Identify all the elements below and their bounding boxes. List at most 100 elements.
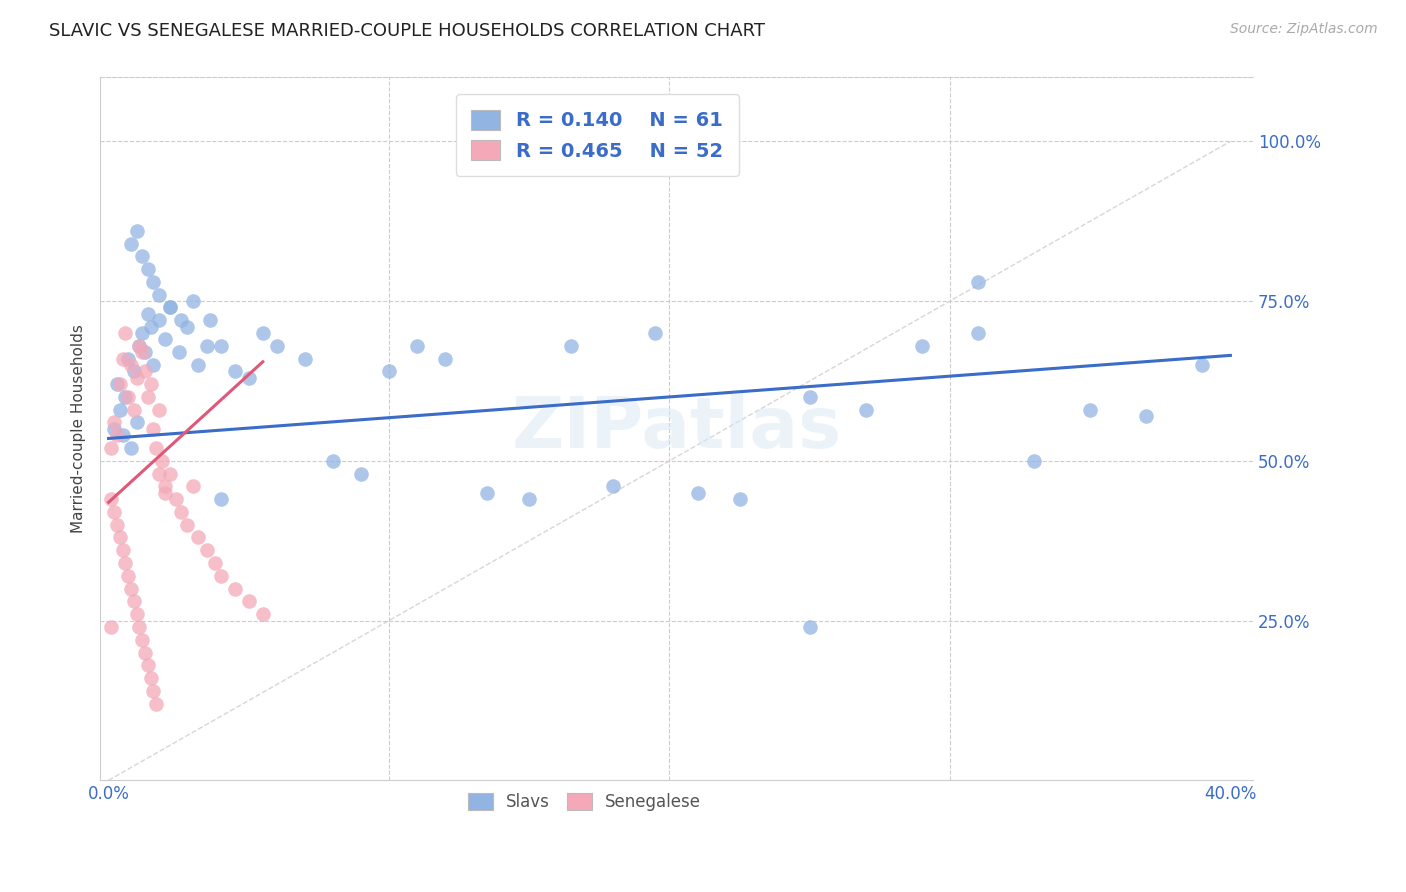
Point [181,479,204,493]
Point [799,390,821,404]
Point [475,485,498,500]
Point [131,249,153,263]
Point [799,620,821,634]
Point [131,345,153,359]
Point [145,697,167,711]
Point [855,402,877,417]
Point [181,294,204,309]
Point [117,390,139,404]
Point [187,358,209,372]
Point [136,307,159,321]
Point [159,301,181,315]
Point [100,441,122,455]
Point [131,632,153,647]
Point [150,454,173,468]
Point [170,313,193,327]
Point [238,370,260,384]
Point [148,402,170,417]
Point [148,467,170,481]
Point [111,428,134,442]
Point [322,454,344,468]
Point [134,345,156,359]
Point [176,319,198,334]
Point [165,492,187,507]
Text: ZIPatlas: ZIPatlas [512,394,842,463]
Point [406,339,429,353]
Point [686,485,709,500]
Point [103,422,125,436]
Point [114,326,136,340]
Point [176,517,198,532]
Point [108,377,131,392]
Point [209,339,232,353]
Point [128,339,150,353]
Point [142,683,165,698]
Point [108,402,131,417]
Point [128,620,150,634]
Text: Source: ZipAtlas.com: Source: ZipAtlas.com [1230,22,1378,37]
Point [1135,409,1157,423]
Point [103,505,125,519]
Point [167,345,190,359]
Point [153,333,176,347]
Point [120,441,142,455]
Point [139,377,162,392]
Y-axis label: Married-couple Households: Married-couple Households [72,325,86,533]
Point [560,339,582,353]
Point [125,370,148,384]
Point [100,492,122,507]
Point [108,531,131,545]
Point [114,390,136,404]
Point [153,485,176,500]
Point [728,492,751,507]
Point [153,479,176,493]
Point [120,236,142,251]
Point [128,339,150,353]
Point [517,492,540,507]
Point [204,556,226,570]
Point [136,390,159,404]
Point [238,594,260,608]
Point [209,492,232,507]
Point [195,543,218,558]
Point [125,416,148,430]
Point [125,224,148,238]
Point [967,326,990,340]
Point [1078,402,1101,417]
Point [142,358,165,372]
Point [187,531,209,545]
Point [159,467,181,481]
Point [111,351,134,366]
Point [125,607,148,622]
Point [105,428,128,442]
Point [103,416,125,430]
Point [148,287,170,301]
Point [120,358,142,372]
Point [911,339,934,353]
Point [602,479,624,493]
Point [136,658,159,673]
Point [105,377,128,392]
Point [350,467,373,481]
Point [145,441,167,455]
Point [294,351,316,366]
Point [142,275,165,289]
Text: SLAVIC VS SENEGALESE MARRIED-COUPLE HOUSEHOLDS CORRELATION CHART: SLAVIC VS SENEGALESE MARRIED-COUPLE HOUS… [49,22,765,40]
Point [134,646,156,660]
Point [159,301,181,315]
Point [170,505,193,519]
Point [139,671,162,685]
Point [111,543,134,558]
Point [1022,454,1045,468]
Point [378,364,401,378]
Point [122,364,145,378]
Point [100,620,122,634]
Point [139,319,162,334]
Point [120,582,142,596]
Point [134,364,156,378]
Point [131,326,153,340]
Point [122,402,145,417]
Point [136,262,159,277]
Point [1191,358,1213,372]
Point [224,582,246,596]
